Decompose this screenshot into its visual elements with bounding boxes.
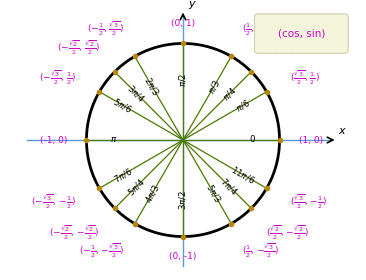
Text: ($-\frac{1}{2}$, $-\frac{\sqrt{3}}{2}$): ($-\frac{1}{2}$, $-\frac{\sqrt{3}}{2}$): [79, 242, 124, 260]
Text: 2$\pi$/3: 2$\pi$/3: [142, 75, 162, 98]
Text: (0, -1): (0, -1): [169, 252, 197, 261]
Text: ($-\frac{\sqrt{3}}{2}$, $\frac{1}{2}$): ($-\frac{\sqrt{3}}{2}$, $\frac{1}{2}$): [38, 69, 76, 87]
Text: $\pi$/3: $\pi$/3: [205, 77, 223, 96]
Text: (cos, sin): (cos, sin): [277, 29, 325, 39]
Text: 0: 0: [250, 136, 255, 144]
Text: ($\frac{1}{2}$, $-\frac{\sqrt{3}}{2}$): ($\frac{1}{2}$, $-\frac{\sqrt{3}}{2}$): [242, 242, 279, 260]
Text: 7$\pi$/6: 7$\pi$/6: [111, 165, 134, 185]
Text: (1, 0): (1, 0): [299, 136, 323, 144]
Text: $y$: $y$: [188, 0, 197, 11]
Text: ($\frac{\sqrt{3}}{2}$, $\frac{1}{2}$): ($\frac{\sqrt{3}}{2}$, $\frac{1}{2}$): [290, 69, 320, 87]
FancyBboxPatch shape: [254, 14, 348, 53]
Text: ($\frac{\sqrt{2}}{2}$, $-\frac{\sqrt{2}}{2}$): ($\frac{\sqrt{2}}{2}$, $-\frac{\sqrt{2}}…: [266, 223, 309, 242]
Text: ($\frac{1}{2}$, $\frac{\sqrt{3}}{2}$): ($\frac{1}{2}$, $\frac{\sqrt{3}}{2}$): [242, 20, 272, 38]
Text: $\pi$: $\pi$: [110, 136, 117, 144]
Text: ($\frac{\sqrt{2}}{2}$, $\frac{\sqrt{2}}{2}$): ($\frac{\sqrt{2}}{2}$, $\frac{\sqrt{2}}{…: [266, 38, 302, 57]
Text: 5$\pi$/6: 5$\pi$/6: [111, 95, 134, 115]
Text: $\pi$/4: $\pi$/4: [220, 84, 239, 103]
Text: 5$\pi$/4: 5$\pi$/4: [126, 175, 148, 198]
Text: ($-\frac{\sqrt{2}}{2}$, $-\frac{\sqrt{2}}{2}$): ($-\frac{\sqrt{2}}{2}$, $-\frac{\sqrt{2}…: [49, 223, 100, 242]
Text: ($-\frac{1}{2}$, $\frac{\sqrt{3}}{2}$): ($-\frac{1}{2}$, $\frac{\sqrt{3}}{2}$): [87, 20, 124, 38]
Text: (0, 1): (0, 1): [171, 19, 195, 28]
Text: 4$\pi$/3: 4$\pi$/3: [142, 182, 162, 205]
Text: ($-\frac{\sqrt{3}}{2}$, $-\frac{1}{2}$): ($-\frac{\sqrt{3}}{2}$, $-\frac{1}{2}$): [31, 193, 76, 211]
Text: 5$\pi$/3: 5$\pi$/3: [204, 182, 224, 205]
Text: 11$\pi$/6: 11$\pi$/6: [229, 164, 257, 186]
Text: 7$\pi$/4: 7$\pi$/4: [218, 175, 240, 198]
Text: $\pi$/6: $\pi$/6: [234, 97, 253, 114]
Text: $\pi$/2: $\pi$/2: [178, 73, 188, 87]
Text: (-1, 0): (-1, 0): [40, 136, 67, 144]
Text: 3$\pi$/4: 3$\pi$/4: [126, 82, 148, 105]
Text: 3$\pi$/2: 3$\pi$/2: [178, 190, 188, 210]
Text: ($-\frac{\sqrt{2}}{2}$, $\frac{\sqrt{2}}{2}$): ($-\frac{\sqrt{2}}{2}$, $\frac{\sqrt{2}}…: [57, 38, 100, 57]
Text: ($\frac{\sqrt{3}}{2}$, $-\frac{1}{2}$): ($\frac{\sqrt{3}}{2}$, $-\frac{1}{2}$): [290, 193, 328, 211]
Text: $x$: $x$: [338, 126, 347, 136]
